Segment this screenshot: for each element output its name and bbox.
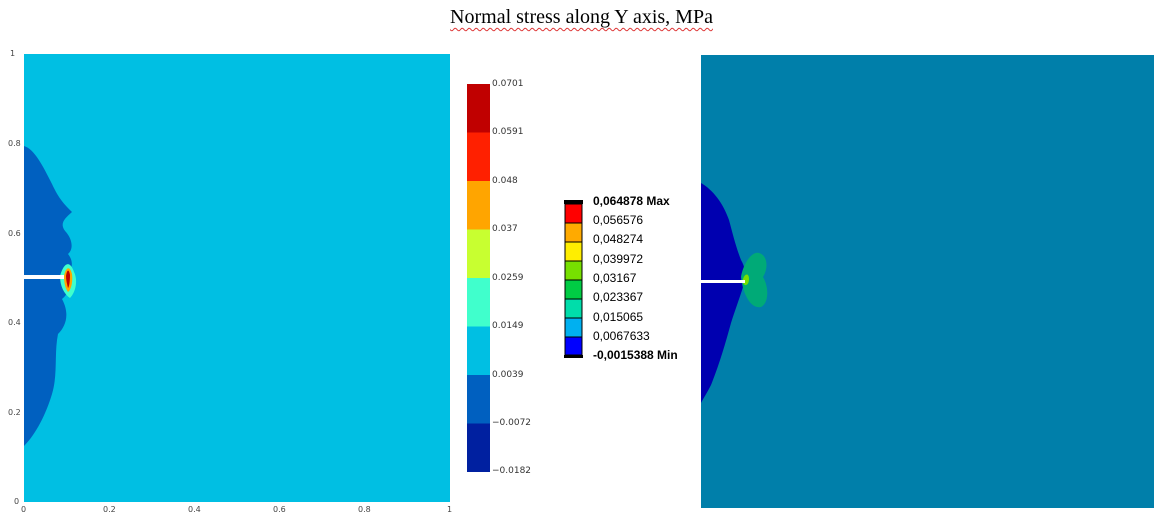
legend-label: 0,0067633 bbox=[593, 329, 650, 343]
legend-min-label: -0,0015388 Min bbox=[593, 348, 678, 362]
colorbar-band bbox=[467, 423, 490, 472]
legend-label: 0,023367 bbox=[593, 290, 644, 304]
x-tick: 0.4 bbox=[188, 505, 201, 514]
right-low-stress-region bbox=[701, 183, 745, 403]
right-legend-colorbar bbox=[564, 200, 583, 358]
colorbar-label: 0.0039 bbox=[492, 370, 524, 380]
colorbar-label: 0.0701 bbox=[492, 79, 524, 89]
colorbar-band bbox=[467, 181, 490, 230]
legend-label: 0,039972 bbox=[593, 252, 644, 266]
left-contour-plot bbox=[24, 54, 450, 502]
legend-band bbox=[564, 200, 583, 204]
legend-band bbox=[564, 355, 583, 358]
legend-band bbox=[564, 317, 583, 338]
left-plot-background bbox=[24, 54, 450, 502]
right-crack-line bbox=[701, 280, 745, 283]
y-tick: 0.2 bbox=[8, 408, 21, 417]
right-contour-plot bbox=[701, 55, 1154, 508]
colorbar-band bbox=[467, 132, 490, 181]
y-tick: 0.4 bbox=[8, 318, 21, 327]
y-tick: 0.8 bbox=[8, 139, 21, 148]
legend-band bbox=[564, 279, 583, 300]
crack-hotspot-core bbox=[66, 270, 70, 288]
legend-label: 0,048274 bbox=[593, 232, 644, 246]
right-plot-background bbox=[701, 55, 1154, 508]
colorbar-band bbox=[467, 375, 490, 424]
colorbar-band bbox=[467, 278, 490, 327]
left-colorbar bbox=[467, 84, 490, 472]
colorbar-label: −0.0182 bbox=[492, 466, 532, 476]
colorbar-band bbox=[467, 84, 490, 133]
colorbar-band bbox=[467, 229, 490, 278]
crack-line bbox=[24, 275, 64, 279]
x-tick: 0.2 bbox=[103, 505, 116, 514]
legend-band bbox=[564, 203, 583, 224]
legend-band bbox=[564, 241, 583, 262]
x-tick: 0.6 bbox=[273, 505, 286, 514]
legend-max-label: 0,064878 Max bbox=[593, 194, 670, 208]
y-tick: 0.6 bbox=[8, 229, 21, 238]
colorbar-band bbox=[467, 326, 490, 375]
x-tick: 0.8 bbox=[358, 505, 371, 514]
colorbar-label: 0.037 bbox=[492, 224, 518, 234]
legend-label: 0,03167 bbox=[593, 271, 637, 285]
right-mid-stress-lobe bbox=[741, 252, 768, 308]
colorbar-label: 0.0259 bbox=[492, 273, 524, 283]
colorbar-label: 0.0591 bbox=[492, 127, 524, 137]
x-tick: 1 bbox=[447, 505, 453, 514]
left-low-stress-region bbox=[24, 146, 72, 446]
legend-label: 0,056576 bbox=[593, 213, 644, 227]
legend-band bbox=[564, 336, 583, 356]
colorbar-label: 0.0149 bbox=[492, 321, 524, 331]
colorbar-label: 0.048 bbox=[492, 176, 518, 186]
legend-band bbox=[564, 222, 583, 243]
legend-band bbox=[564, 298, 583, 319]
figure-title: Normal stress along Y axis, MPa bbox=[450, 6, 713, 28]
legend-band bbox=[564, 260, 583, 281]
y-tick: 1 bbox=[10, 49, 16, 58]
x-tick: 0 bbox=[21, 505, 27, 514]
legend-label: 0,015065 bbox=[593, 310, 644, 324]
colorbar-label: −0.0072 bbox=[492, 418, 532, 428]
y-tick: 0 bbox=[14, 497, 20, 506]
